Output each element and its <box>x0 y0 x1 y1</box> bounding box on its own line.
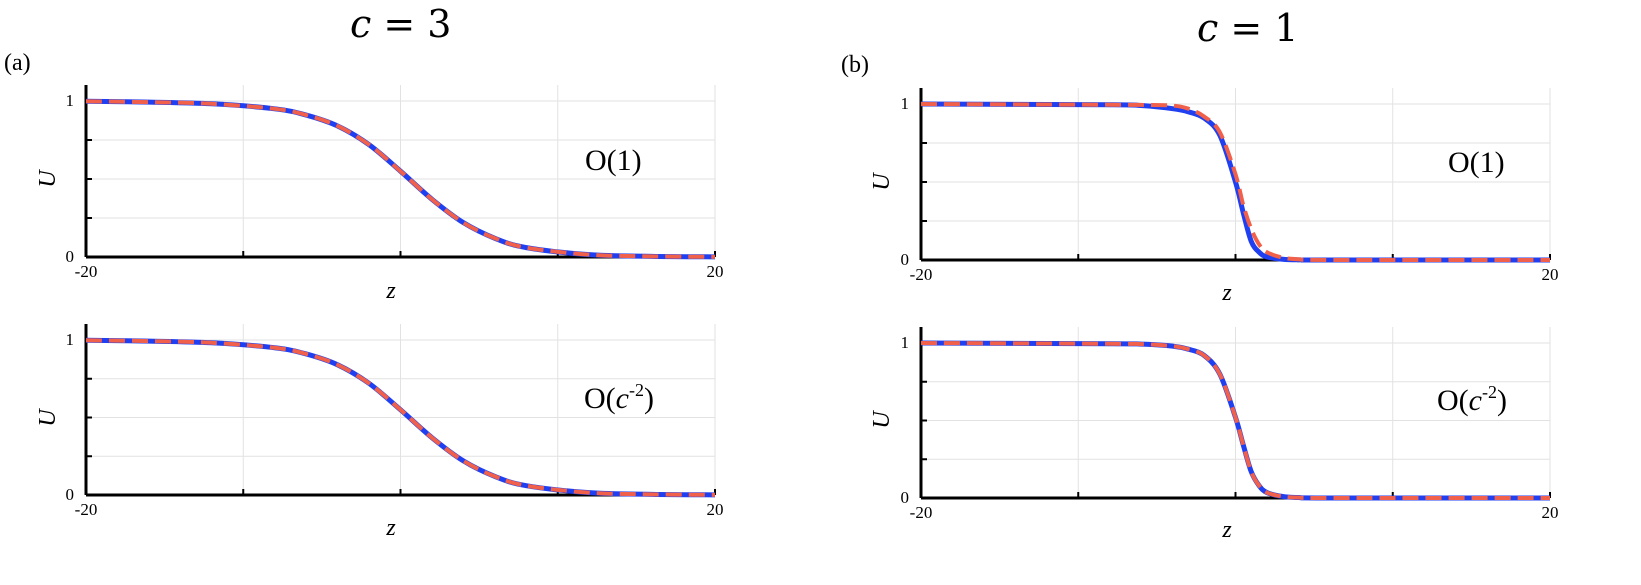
x-axis-label: z <box>385 278 396 304</box>
panel-label-b: (b) <box>841 52 869 78</box>
series-line-dashed <box>85 338 716 497</box>
order-label-base: O( <box>1437 384 1469 417</box>
y-tick-label-min: 0 <box>66 485 75 504</box>
x-tick-label-min: -20 <box>910 503 933 522</box>
order-label-var: c <box>1469 384 1482 417</box>
y-tick-label-max: 1 <box>66 330 75 349</box>
column-title-a: c = 3 <box>350 2 451 46</box>
x-tick-label-min: -20 <box>75 262 98 281</box>
chart-panel-1: -20 20 0 1 z U O(1) <box>35 85 724 304</box>
y-axis-label: U <box>35 169 61 188</box>
x-tick-label-min: -20 <box>75 500 98 519</box>
y-tick-label-max: 1 <box>66 91 75 110</box>
y-axis-label: U <box>869 410 895 429</box>
column-title-a-var: c <box>350 2 372 46</box>
x-axis-label: z <box>385 515 396 541</box>
x-axis-label: z <box>1221 280 1232 306</box>
order-label-close: ) <box>1497 384 1507 417</box>
column-title-b: c = 1 <box>1197 6 1298 50</box>
y-tick-label-max: 1 <box>901 333 910 352</box>
y-axis-label: U <box>35 408 61 427</box>
x-tick-label-min: -20 <box>910 265 933 284</box>
series-line-dashed <box>920 341 1551 501</box>
y-tick-label-max: 1 <box>901 94 910 113</box>
x-tick-label-max: 20 <box>1542 503 1559 522</box>
series-line-dashed <box>920 102 1551 263</box>
column-title-a-eq: = 3 <box>371 2 452 46</box>
y-tick-label-min: 0 <box>66 247 75 266</box>
x-tick-label-max: 20 <box>707 500 724 519</box>
y-tick-label-min: 0 <box>901 250 910 269</box>
y-tick-label-min: 0 <box>901 488 910 507</box>
order-label-exponent: -2 <box>1482 382 1497 402</box>
order-label-var: c <box>616 382 629 415</box>
chart-panel-3: -20 20 0 1 z U O(1) <box>869 88 1559 306</box>
panel-label-a: (a) <box>4 50 31 76</box>
order-label: O(c-2) <box>584 380 654 415</box>
order-label: O(1) <box>585 144 642 177</box>
order-label-close: ) <box>644 382 654 415</box>
x-tick-label-max: 20 <box>707 262 724 281</box>
x-tick-label-max: 20 <box>1542 265 1559 284</box>
chart-panel-4: -20 20 0 1 z U O(c-2) <box>869 327 1559 543</box>
column-title-b-var: c <box>1197 6 1219 50</box>
y-axis-label: U <box>869 172 895 191</box>
chart-panel-2: -20 20 0 1 z U O(c-2) <box>35 324 724 541</box>
order-label-exponent: -2 <box>629 380 644 400</box>
x-axis-label: z <box>1221 517 1232 543</box>
order-label: O(c-2) <box>1437 382 1507 417</box>
series-line-dashed <box>85 99 716 259</box>
column-title-b-eq: = 1 <box>1218 6 1299 50</box>
order-label-base: O( <box>584 382 616 415</box>
order-label: O(1) <box>1448 146 1505 179</box>
